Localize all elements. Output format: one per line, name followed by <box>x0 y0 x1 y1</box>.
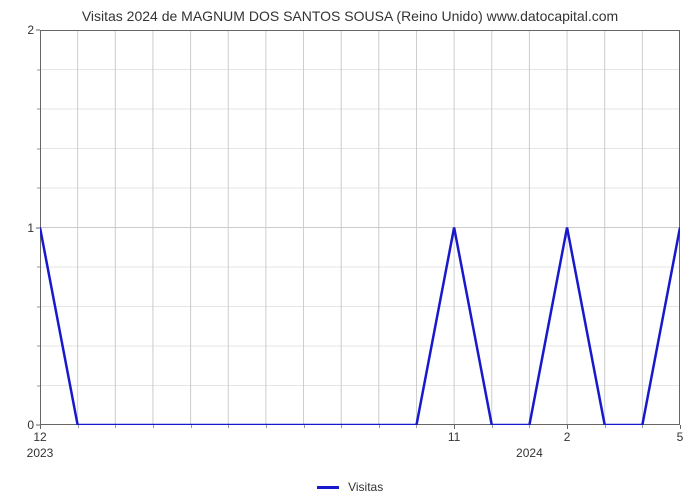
y-axis-label: 0 <box>20 418 34 432</box>
y-axis-label: 1 <box>20 221 34 235</box>
x-axis-sublabel: 2024 <box>516 446 543 460</box>
chart-title: Visitas 2024 de MAGNUM DOS SANTOS SOUSA … <box>0 8 700 24</box>
x-axis-sublabel: 2023 <box>27 446 54 460</box>
legend-label: Visitas <box>348 480 383 494</box>
x-axis-label: 11 <box>448 430 460 444</box>
chart-plot <box>40 30 680 425</box>
legend-swatch <box>317 486 339 489</box>
chart-legend: Visitas <box>0 479 700 494</box>
x-axis-label: 5 <box>677 430 684 444</box>
x-axis-label: 2 <box>564 430 571 444</box>
chart-container: Visitas 2024 de MAGNUM DOS SANTOS SOUSA … <box>0 0 700 500</box>
y-axis-label: 2 <box>20 23 34 37</box>
x-axis-label: 12 <box>33 430 46 444</box>
